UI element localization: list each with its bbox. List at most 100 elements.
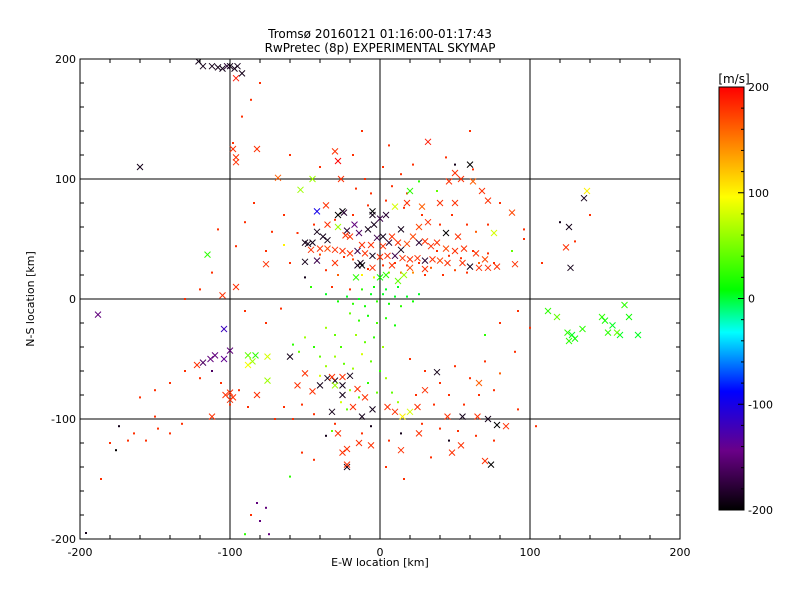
echo-x-stroke: [369, 211, 376, 219]
echo-x-stroke: [226, 347, 234, 354]
echo-point-small: [349, 389, 351, 392]
echo-point-large: [343, 461, 351, 468]
echo-point-small: [313, 346, 315, 348]
echo-x-stroke: [406, 256, 414, 263]
echo-point-large: [457, 175, 465, 183]
echo-x-stroke: [232, 283, 240, 291]
echo-x-stroke: [252, 352, 259, 359]
echo-x-stroke: [358, 413, 366, 420]
echo-x-stroke: [553, 313, 561, 321]
echo-point-large: [226, 347, 234, 354]
echo-point-large: [349, 403, 357, 411]
echo-x-stroke: [340, 209, 348, 216]
echo-x-stroke: [234, 62, 241, 70]
echo-point-small: [133, 432, 135, 435]
echo-x-stroke: [454, 233, 462, 240]
echo-point-large: [337, 175, 345, 183]
echo-point-large: [208, 62, 216, 70]
echo-point-small: [169, 432, 171, 435]
echo-point-small: [340, 401, 342, 404]
echo-point-large: [264, 377, 271, 384]
echo-point-small: [523, 228, 525, 231]
echo-point-large: [369, 252, 376, 260]
echo-point-small: [259, 82, 261, 84]
echo-x-stroke: [361, 394, 369, 401]
echo-point-large: [388, 233, 396, 240]
echo-point-large: [238, 70, 246, 77]
echo-point-large: [406, 264, 414, 272]
echo-point-large: [369, 264, 376, 272]
echo-x-stroke: [249, 358, 256, 365]
echo-point-small: [376, 322, 378, 324]
echo-x-stroke: [232, 158, 240, 166]
echo-x-stroke: [309, 388, 316, 395]
echo-point-small: [370, 293, 372, 296]
echo-x-stroke: [324, 221, 331, 228]
echo-x-stroke: [339, 382, 346, 389]
echo-x-stroke: [601, 317, 609, 324]
echo-x-stroke: [406, 187, 414, 195]
echo-x-stroke: [334, 223, 342, 231]
echo-x-stroke: [369, 252, 376, 260]
echo-point-small: [325, 269, 327, 272]
echo-point-large: [355, 229, 363, 237]
echo-point-small: [331, 286, 333, 288]
echo-point-small: [220, 382, 222, 384]
echo-point-large: [313, 228, 321, 236]
echo-point-small: [499, 322, 501, 324]
echo-x-stroke: [448, 449, 456, 456]
echo-x-stroke: [193, 361, 201, 369]
echo-point-large: [601, 317, 609, 324]
echo-point-small: [433, 403, 435, 406]
echo-x-stroke: [346, 372, 354, 380]
echo-x-stroke: [358, 262, 366, 269]
echo-x-stroke: [346, 250, 354, 257]
echo-x-stroke: [472, 250, 480, 257]
echo-x-stroke: [355, 229, 363, 237]
echo-point-small: [334, 355, 336, 358]
echo-point-small: [448, 254, 450, 257]
echo-x-stroke: [286, 353, 294, 360]
colorbar-label: [m/s]: [718, 72, 749, 86]
echo-point-large: [354, 385, 361, 393]
echo-x-stroke: [564, 329, 571, 336]
echo-point-small: [325, 365, 327, 368]
echo-point-small: [265, 250, 267, 252]
echo-point-large: [334, 211, 342, 219]
echo-point-large: [204, 251, 211, 258]
echo-point-large: [339, 391, 346, 399]
echo-point-small: [385, 199, 387, 202]
echo-point-large: [361, 250, 369, 257]
echo-point-large: [334, 223, 342, 231]
echo-x-stroke: [403, 240, 411, 248]
colorbar-tick-label: 200: [748, 81, 769, 94]
echo-point-large: [403, 240, 411, 248]
echo-point-large: [343, 445, 351, 453]
echo-point-large: [199, 359, 207, 366]
echo-x-stroke: [415, 223, 423, 231]
echo-point-large: [469, 178, 477, 185]
echo-point-small: [313, 458, 315, 461]
echo-point-small: [406, 295, 408, 298]
echo-x-stroke: [397, 246, 405, 254]
echo-point-small: [493, 389, 495, 392]
echo-x-stroke: [313, 208, 321, 215]
echo-x-stroke: [565, 337, 573, 345]
echo-x-stroke: [484, 415, 492, 423]
echo-point-large: [388, 262, 396, 269]
echo-point-large: [376, 274, 384, 281]
echo-point-small: [457, 430, 459, 432]
echo-x-stroke: [583, 187, 591, 195]
echo-point-small: [247, 406, 249, 408]
echo-point-small: [199, 288, 201, 291]
echo-point-small: [358, 319, 360, 322]
echo-point-large: [414, 254, 421, 262]
echo-x-stroke: [294, 382, 301, 389]
colorbar-ticks: 200 100 0 -100 -200: [738, 81, 773, 517]
echo-point-small: [364, 305, 366, 308]
echo-point-small: [460, 257, 462, 260]
echo-x-stroke: [297, 186, 304, 194]
echo-point-small: [394, 324, 396, 327]
echo-point-large: [436, 199, 444, 207]
echo-point-small: [367, 314, 369, 317]
